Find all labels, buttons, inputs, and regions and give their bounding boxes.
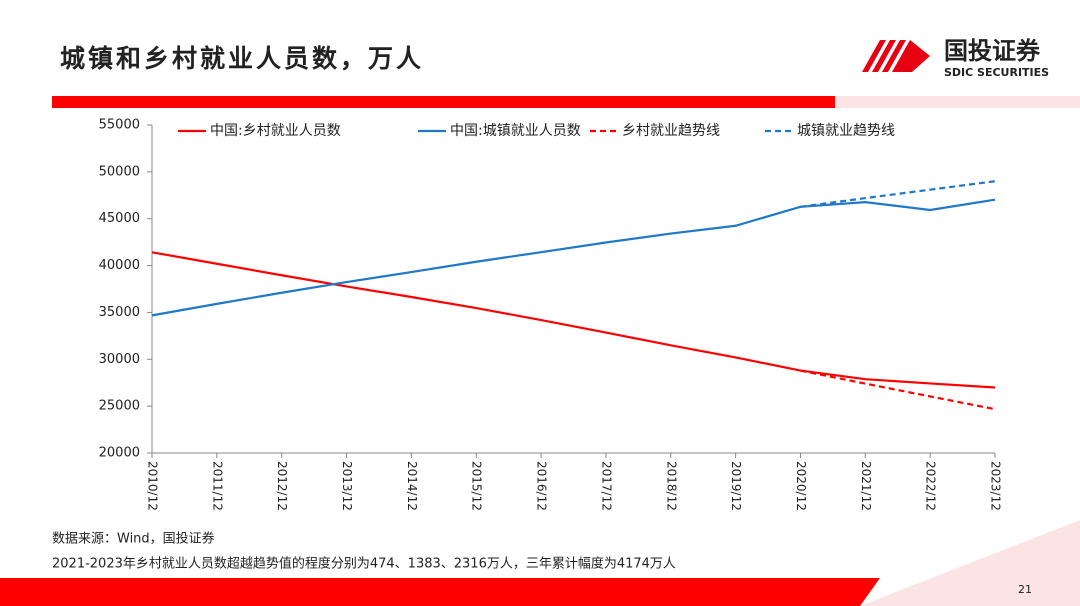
y-tick-label: 40000	[99, 258, 140, 273]
x-tick-label: 2014/12	[405, 461, 419, 511]
logo-icon	[862, 40, 930, 72]
x-tick-label: 2011/12	[210, 461, 224, 511]
y-tick-label: 30000	[99, 352, 140, 367]
source: 数据来源：Wind，国投证券	[52, 531, 215, 547]
page-number: 21	[1018, 583, 1032, 596]
y-tick-label: 35000	[99, 305, 140, 320]
legend-label: 中国:城镇就业人员数	[450, 123, 581, 139]
header-bar	[52, 96, 835, 108]
series-line	[151, 251, 996, 389]
x-tick-label: 2017/12	[599, 461, 613, 511]
slide-title: 城镇和乡村就业人员数，万人	[60, 44, 424, 73]
x-tick-label: 2021/12	[859, 461, 873, 511]
x-tick-label: 2012/12	[275, 461, 289, 511]
note: 2021-2023年乡村就业人员数超越趋势值的程度分别为474、1383、231…	[52, 556, 676, 572]
x-tick-label: 2020/12	[794, 461, 808, 511]
footer-bar	[0, 578, 880, 606]
logo-name: 国投证券	[944, 37, 1041, 65]
y-tick-label: 50000	[99, 164, 140, 179]
legend-label: 乡村就业趋势线	[622, 123, 720, 139]
plot: 20000 25000 30000 35000 40000 45000 50000 55000…	[99, 118, 1003, 511]
logo-en: SDIC SECURITIES	[944, 66, 1049, 79]
y-tick-label: 25000	[99, 399, 140, 414]
x-tick-label: 2016/12	[535, 461, 549, 511]
x-tick-label: 2018/12	[664, 461, 678, 511]
header-bar-light	[835, 96, 1080, 108]
series-line	[800, 180, 996, 208]
y-tick-label: 45000	[99, 211, 140, 226]
legend-label: 城镇就业趋势线	[797, 123, 895, 139]
x-tick-label: 2015/12	[470, 461, 484, 511]
y-tick-label: 55000	[99, 118, 140, 133]
x-tick-label: 2013/12	[340, 461, 354, 511]
footer-accent	[860, 520, 1080, 606]
series-line	[800, 369, 996, 411]
x-tick-label: 2010/12	[146, 461, 160, 511]
x-tick-label: 2019/12	[729, 461, 743, 511]
legend-label: 中国:乡村就业人员数	[210, 123, 341, 139]
x-tick-label: 2022/12	[924, 461, 938, 511]
y-tick-label: 20000	[99, 446, 140, 461]
series-line	[151, 198, 996, 317]
x-tick-label: 2023/12	[989, 461, 1003, 511]
